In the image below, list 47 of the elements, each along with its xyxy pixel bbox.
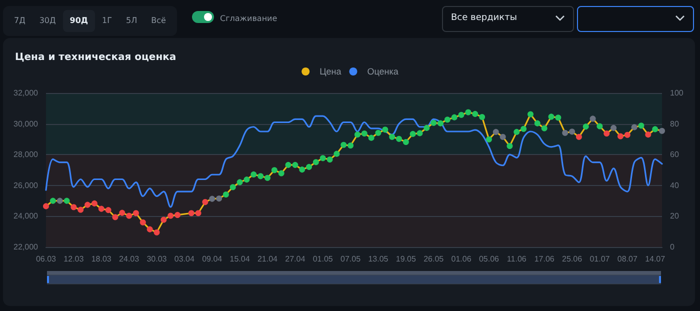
x-tick-label: 07.05	[340, 254, 362, 264]
legend-label: Цена	[320, 66, 342, 76]
text: 1Г	[101, 15, 114, 27]
text: Сглаживание	[220, 14, 278, 23]
x-tick-label: 19.05	[396, 254, 416, 264]
x-tick-label: 21.04	[257, 254, 278, 264]
x-tick-label: 01.05	[312, 254, 334, 264]
text: 5Л	[125, 15, 138, 27]
y2-tick-label: 0	[670, 242, 675, 252]
chart-title: Цена и техническая оценка	[15, 52, 176, 63]
legend-label: Оценка	[367, 66, 398, 76]
y-tick-label: 32,000	[14, 88, 39, 98]
y-tick-label: 22,000	[14, 242, 39, 252]
x-tick-label: 24.03	[119, 254, 140, 264]
text: Всё	[150, 15, 167, 27]
x-tick-label: 27.04	[285, 254, 306, 264]
y2-tick-label: 100	[670, 88, 684, 98]
x-tick-label: 01.07	[590, 254, 610, 264]
x-tick-label: 26.05	[424, 254, 444, 264]
y-tick-label: 30,000	[14, 119, 39, 128]
x-tick-label: 03.04	[174, 254, 195, 264]
text: 7Д	[13, 15, 26, 27]
y2-tick-label: 60	[670, 150, 680, 160]
x-tick-label: 14.07	[645, 254, 666, 264]
x-tick-label: 18.03	[91, 254, 112, 264]
x-tick-label: 30.03	[146, 254, 168, 264]
text: 90Д	[62, 10, 96, 32]
x-tick-label: 15.04	[230, 254, 250, 264]
y2-tick-label: 80	[670, 119, 680, 128]
x-tick-label: 09.04	[202, 254, 223, 264]
x-tick-label: 08.07	[617, 254, 638, 264]
x-tick-label: 25.06	[562, 254, 583, 264]
text: 30Д	[38, 15, 57, 27]
x-tick-label: 17.06	[534, 254, 555, 264]
x-tick-label: 05.06	[478, 254, 500, 264]
y-tick-label: 28,000	[14, 150, 39, 160]
y2-tick-label: 20	[670, 212, 680, 221]
text: Все вердикты	[451, 13, 517, 23]
x-tick-label: 01.06	[451, 254, 472, 264]
line-series	[45, 115, 663, 208]
y-tick-label: 24,000	[14, 212, 39, 221]
x-tick-label: 12.03	[64, 254, 84, 264]
y-tick-label: 26,000	[14, 180, 39, 190]
y2-tick-label: 40	[670, 180, 680, 190]
x-tick-label: 13.05	[368, 254, 389, 264]
x-tick-label: 06.03	[36, 254, 57, 264]
x-tick-label: 11.06	[506, 254, 527, 264]
